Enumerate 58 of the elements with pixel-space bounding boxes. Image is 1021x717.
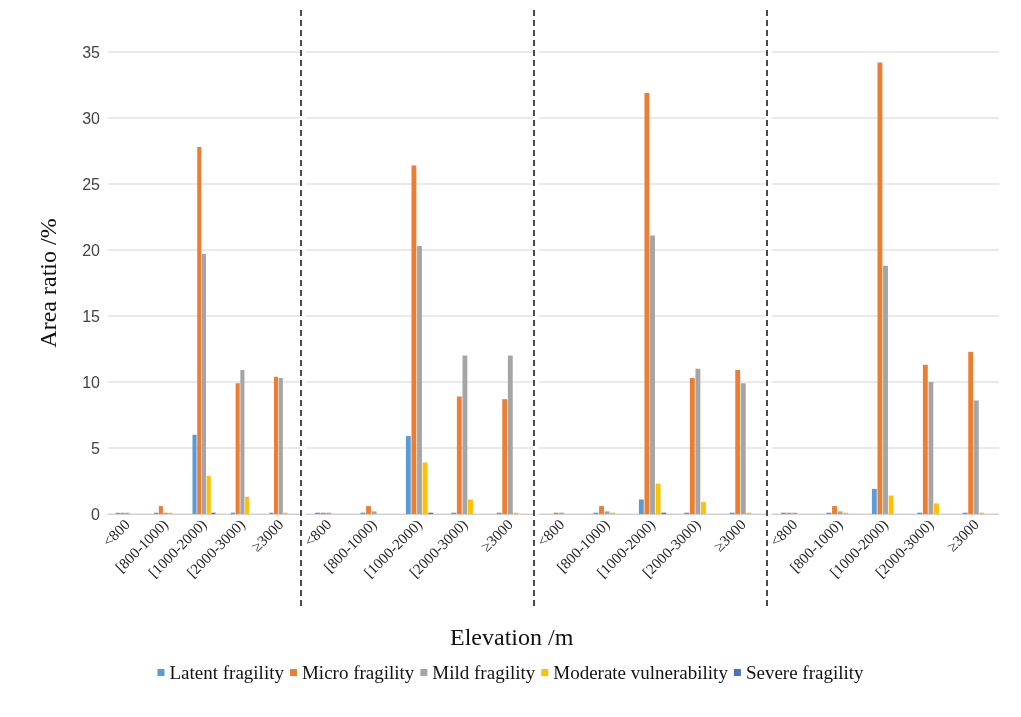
y-tick-label: 20 — [82, 241, 101, 259]
y-tick-label: 10 — [82, 373, 101, 391]
legend-label: Mild fragility — [432, 662, 536, 683]
y-tick-label: 0 — [91, 505, 101, 523]
bar — [507, 355, 513, 514]
bar — [422, 462, 428, 514]
bar — [888, 495, 894, 514]
bar — [502, 399, 508, 514]
bar — [604, 511, 610, 514]
bar — [638, 499, 644, 514]
bar — [158, 506, 163, 514]
bar — [973, 400, 979, 514]
bar — [689, 378, 695, 514]
bar — [192, 434, 197, 514]
legend-label: Severe fragility — [745, 662, 865, 683]
bar — [832, 506, 837, 514]
bar — [655, 483, 661, 514]
legend-label: Moderate vulnerability — [553, 662, 729, 683]
bar — [245, 496, 250, 514]
bar — [235, 383, 240, 514]
bar — [934, 503, 939, 514]
y-tick-label: 25 — [82, 175, 101, 193]
bar — [877, 62, 883, 514]
y-axis-title: Area ratio /% — [35, 218, 61, 348]
bar — [366, 506, 371, 514]
bar — [417, 246, 422, 514]
bar — [240, 370, 245, 514]
bar — [740, 383, 746, 514]
bar — [206, 475, 211, 514]
bar — [871, 488, 877, 514]
bar — [468, 499, 473, 514]
bar — [735, 370, 741, 514]
bar — [650, 235, 655, 514]
y-tick-label: 30 — [82, 109, 101, 127]
legend-label: Latent fragility — [169, 662, 285, 683]
bar — [278, 378, 283, 514]
bar — [197, 147, 202, 514]
bar — [644, 92, 650, 514]
x-axis-title: Elevation /m — [450, 624, 574, 650]
bar — [456, 396, 462, 514]
bar — [883, 265, 888, 514]
bar — [411, 165, 417, 514]
bar — [968, 351, 974, 514]
bar — [599, 506, 604, 514]
y-tick-label: 15 — [82, 307, 101, 325]
bar — [274, 376, 279, 514]
bar — [701, 502, 706, 514]
bar — [201, 253, 207, 514]
bar — [695, 368, 701, 514]
bar — [837, 511, 843, 514]
bar — [922, 364, 928, 514]
bar — [462, 355, 468, 514]
bar — [405, 436, 411, 514]
bar — [928, 382, 934, 514]
bar — [371, 511, 377, 514]
legend-label: Micro fragility — [301, 662, 415, 683]
y-tick-label: 35 — [82, 43, 101, 61]
y-tick-label: 5 — [91, 439, 101, 457]
